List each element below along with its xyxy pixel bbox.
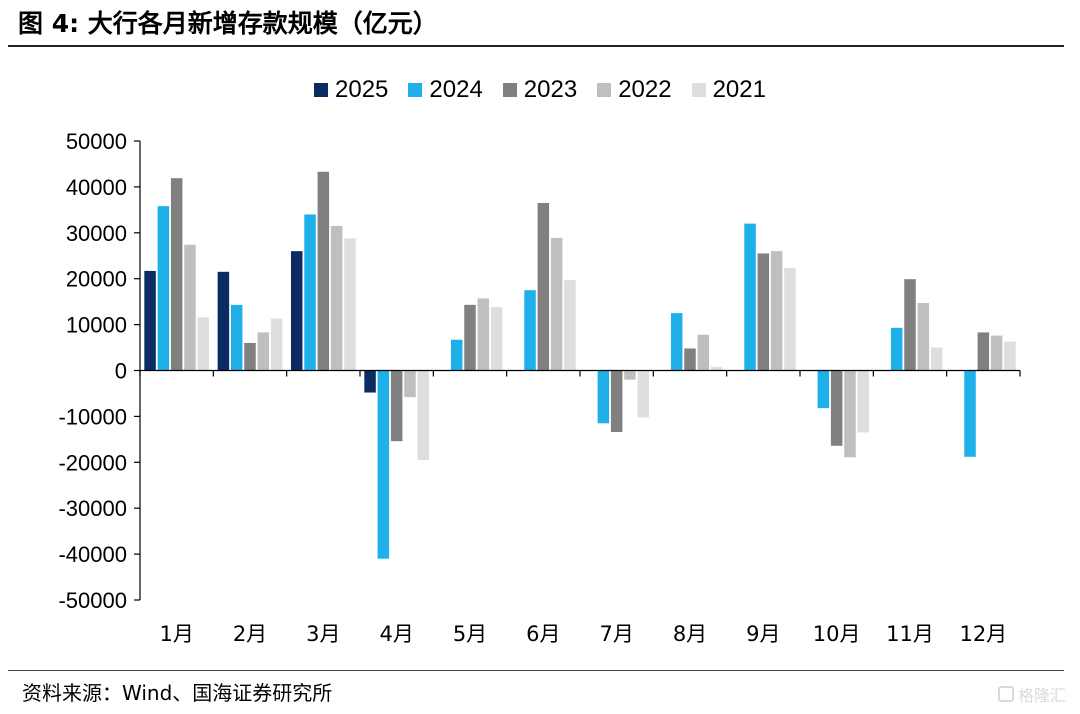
bar-2024-10 — [817, 370, 830, 409]
legend-swatch — [314, 83, 329, 97]
bar-2024-3 — [304, 214, 316, 371]
bar-2022-5 — [477, 298, 490, 371]
bar-2022-7 — [624, 370, 636, 380]
y-tick-label: 40000 — [66, 175, 127, 200]
y-tick-label: 50000 — [66, 129, 127, 154]
bar-2021-12 — [1004, 341, 1016, 371]
bar-2023-8 — [684, 348, 696, 371]
bar-2022-12 — [990, 335, 1003, 371]
bar-2024-8 — [670, 313, 683, 371]
bar-2022-4 — [404, 370, 416, 398]
legend-label: 2023 — [523, 76, 578, 103]
legend-item-2023: 2023 — [502, 76, 578, 104]
x-category-label: 9月 — [746, 622, 780, 646]
y-tick-label: 0 — [115, 359, 127, 384]
bar-2023-3 — [317, 171, 330, 371]
bar-2025-3 — [290, 251, 303, 371]
bar-2021-3 — [344, 238, 356, 371]
x-category-label: 3月 — [306, 622, 340, 646]
bar-2022-9 — [770, 251, 783, 371]
bar-2023-5 — [464, 304, 476, 371]
watermark: 格隆汇 — [997, 682, 1066, 706]
x-category-label: 5月 — [453, 622, 487, 646]
y-tick-label: 20000 — [66, 267, 127, 292]
y-tick-label: 30000 — [66, 221, 127, 246]
x-category-label: 1月 — [159, 622, 193, 646]
bar-2024-4 — [377, 370, 390, 559]
bar-2024-7 — [597, 370, 610, 424]
x-category-label: 10月 — [813, 622, 861, 646]
bar-2023-6 — [537, 202, 550, 371]
bar-2025-4 — [364, 370, 376, 393]
bar-2023-9 — [757, 253, 770, 371]
bar-2021-7 — [637, 370, 650, 418]
bar-2022-8 — [697, 334, 710, 371]
title-rule — [8, 45, 1064, 47]
bar-2021-6 — [564, 280, 576, 371]
x-category-label: 6月 — [526, 622, 560, 646]
y-tick-label: -10000 — [58, 404, 127, 429]
legend-item-2022: 2022 — [597, 76, 672, 104]
chart-legend: 2025 2024 2023 2022 2021 — [0, 74, 1080, 106]
legend-swatch — [597, 83, 612, 97]
bar-2021-1 — [197, 317, 210, 371]
bar-2022-11 — [917, 303, 930, 371]
legend-item-2025: 2025 — [314, 76, 388, 104]
bar-2023-1 — [170, 178, 183, 371]
bar-2024-6 — [524, 290, 536, 371]
x-category-label: 12月 — [959, 622, 1007, 646]
x-category-label: 4月 — [379, 622, 413, 646]
bar-2023-12 — [977, 332, 990, 371]
bar-2021-4 — [417, 370, 430, 461]
bar-2022-3 — [330, 225, 343, 371]
source-note: 资料来源：Wind、国海证券研究所 — [22, 681, 333, 705]
bar-2023-7 — [610, 370, 623, 433]
y-tick-label: -50000 — [58, 588, 127, 613]
bar-2023-11 — [904, 279, 916, 371]
bar-2024-2 — [230, 304, 243, 371]
x-category-label: 8月 — [673, 622, 707, 646]
y-tick-label: -30000 — [58, 496, 127, 521]
footer-rule — [8, 670, 1064, 671]
legend-label: 2022 — [618, 76, 672, 103]
bar-2022-10 — [844, 370, 856, 458]
figure-title: 图 4: 大行各月新增存款规模（亿元） — [18, 9, 438, 38]
bar-2025-1 — [144, 270, 156, 371]
bar-2025-2 — [217, 271, 230, 371]
bar-2024-5 — [450, 339, 463, 371]
bar-2024-9 — [744, 223, 756, 371]
watermark-text: 格隆汇 — [1017, 686, 1066, 705]
bar-2022-1 — [184, 244, 196, 371]
bar-2021-2 — [270, 318, 283, 371]
legend-swatch — [691, 83, 706, 97]
bar-2021-9 — [784, 268, 796, 371]
bar-2022-2 — [257, 332, 270, 371]
bar-2022-6 — [550, 237, 563, 371]
y-tick-label: -20000 — [58, 450, 127, 475]
bar-2024-1 — [157, 206, 170, 371]
bar-2021-5 — [490, 307, 503, 371]
x-category-label: 2月 — [233, 622, 267, 646]
legend-item-2024: 2024 — [408, 76, 483, 104]
y-tick-label: 10000 — [66, 313, 127, 338]
y-tick-label: -40000 — [58, 542, 127, 567]
bar-2021-8 — [710, 366, 723, 371]
legend-swatch — [408, 83, 423, 97]
x-category-label: 7月 — [599, 622, 633, 646]
bar-2021-11 — [930, 347, 943, 371]
x-category-label: 11月 — [886, 622, 934, 646]
legend-label: 2021 — [712, 76, 766, 103]
bar-2024-11 — [890, 327, 903, 371]
bar-2023-4 — [390, 370, 403, 442]
bar-2023-10 — [830, 370, 843, 446]
bar-2024-12 — [964, 370, 976, 457]
legend-swatch — [502, 83, 517, 97]
legend-label: 2025 — [335, 76, 389, 103]
watermark-logo-icon — [997, 686, 1014, 702]
legend-item-2021: 2021 — [691, 76, 766, 104]
bar-2023-2 — [244, 342, 256, 371]
bar-2021-10 — [857, 370, 870, 433]
legend-label: 2024 — [429, 76, 483, 103]
